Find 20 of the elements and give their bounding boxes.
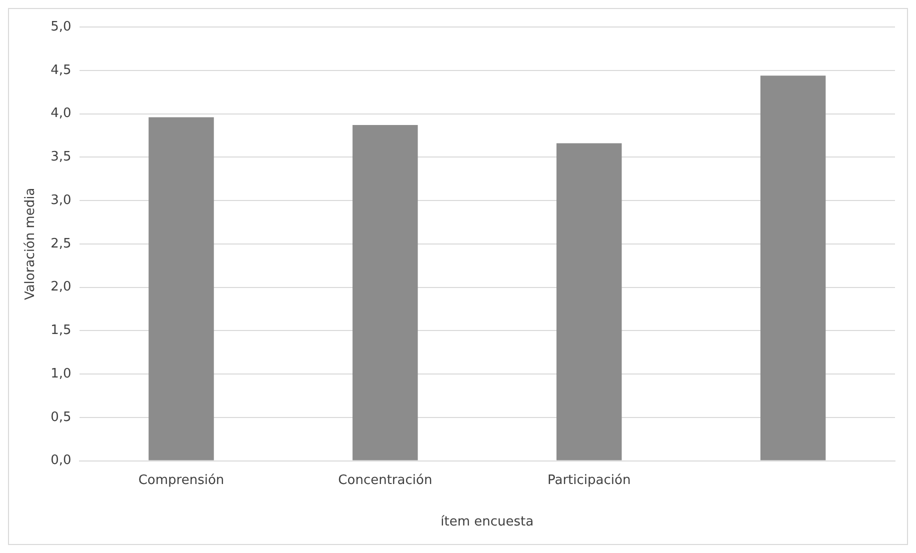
y-tick-label: 4,0: [50, 106, 72, 122]
y-tick-label: 0,5: [50, 410, 72, 425]
y-tick-label: 3,0: [50, 192, 72, 208]
bar: [352, 125, 418, 460]
y-tick-label: 4,5: [50, 62, 72, 78]
bar: [760, 76, 826, 460]
y-axis-title: Valoración media: [23, 188, 38, 300]
y-tick-label: 0,0: [50, 453, 72, 468]
x-tick-label: Comprensión: [138, 472, 224, 488]
x-tick-label: Concentración: [338, 472, 432, 488]
y-tick-label: 3,5: [50, 150, 72, 165]
y-tick-label: 1,5: [50, 323, 72, 338]
y-tick-label: 5,0: [50, 19, 72, 34]
bar: [556, 143, 622, 460]
y-tick-label: 2,0: [50, 280, 72, 295]
bar: [148, 117, 214, 460]
y-tick-label: 1,0: [50, 366, 72, 382]
y-tick-label: 2,5: [50, 236, 72, 252]
x-axis-title: ítem encuesta: [440, 514, 534, 530]
x-tick-label: Participación: [547, 472, 631, 488]
